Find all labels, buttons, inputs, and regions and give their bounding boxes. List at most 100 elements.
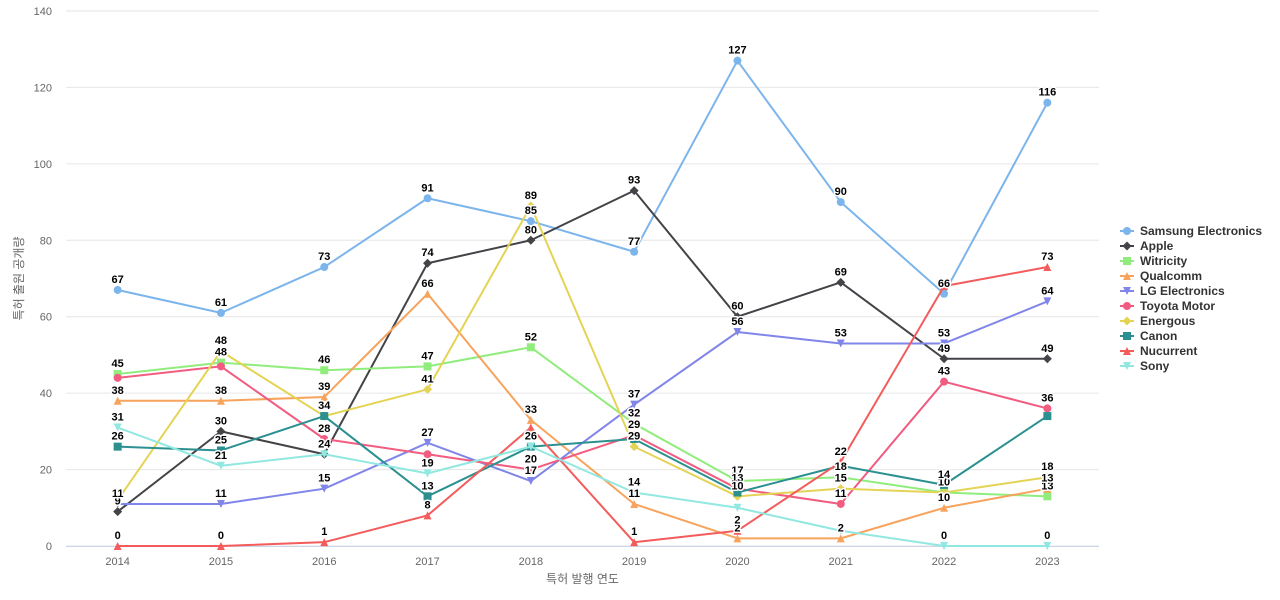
legend-item[interactable]: Qualcomm — [1120, 269, 1202, 283]
data-point — [940, 542, 949, 550]
x-tick-label: 2019 — [622, 556, 646, 568]
y-tick-label: 140 — [34, 6, 52, 18]
legend-item[interactable]: Samsung Electronics — [1120, 224, 1262, 238]
legend-item[interactable]: Canon — [1120, 329, 1177, 343]
data-point — [113, 442, 122, 451]
data-label: 26 — [112, 431, 124, 443]
data-point — [836, 534, 845, 543]
data-point — [630, 247, 639, 256]
data-label: 9 — [115, 496, 121, 508]
legend-symbol — [1122, 241, 1132, 251]
series-lines — [113, 56, 1052, 550]
data-point — [940, 480, 949, 489]
data-point — [113, 396, 122, 405]
data-point — [216, 396, 225, 405]
x-tick-label: 2015 — [209, 556, 233, 568]
data-point — [423, 492, 432, 501]
data-point — [320, 435, 329, 443]
data-point — [836, 277, 846, 287]
x-tick-label: 2016 — [312, 556, 336, 568]
data-point — [423, 362, 432, 371]
y-tick-label: 40 — [40, 388, 52, 400]
legend-label: Toyota Motor — [1140, 299, 1215, 313]
data-point — [630, 435, 639, 443]
data-label: 0 — [218, 530, 224, 542]
series-qualcomm — [113, 289, 1052, 543]
series-line — [117, 292, 1048, 540]
data-point — [216, 542, 225, 550]
data-point — [733, 526, 742, 535]
data-label: 48 — [215, 335, 227, 347]
legend-symbol — [1123, 257, 1131, 265]
data-label: 25 — [215, 434, 227, 446]
legend-item[interactable]: Toyota Motor — [1120, 299, 1215, 313]
data-label: 26 — [525, 431, 537, 443]
data-label: 39 — [318, 381, 330, 393]
data-point — [1043, 542, 1052, 550]
legend-label: Nucurrent — [1140, 344, 1197, 358]
data-label: 22 — [835, 446, 847, 458]
legend-item[interactable]: LG Electronics — [1120, 284, 1225, 298]
y-tick-label: 0 — [46, 541, 52, 553]
data-label: 43 — [938, 366, 950, 378]
data-label: 10 — [938, 477, 950, 489]
data-label: 116 — [1038, 87, 1056, 99]
data-point — [836, 473, 845, 482]
data-label: 2 — [838, 522, 844, 534]
data-label: 67 — [112, 274, 124, 286]
data-label: 93 — [628, 175, 640, 187]
legend-label: Sony — [1140, 359, 1170, 373]
data-label: 24 — [318, 438, 331, 450]
data-label: 17 — [731, 465, 743, 477]
legend-item[interactable]: Energous — [1120, 314, 1196, 328]
legend-item[interactable]: Sony — [1120, 359, 1170, 373]
data-label: 47 — [421, 350, 433, 362]
legend-item[interactable]: Witricity — [1120, 254, 1188, 268]
data-label: 36 — [1041, 392, 1053, 404]
legend-item[interactable]: Nucurrent — [1120, 344, 1197, 358]
y-tick-label: 60 — [40, 312, 52, 324]
data-label: 45 — [112, 358, 124, 370]
data-point — [216, 461, 225, 470]
legend-symbol — [1123, 302, 1131, 310]
data-point — [630, 488, 639, 497]
data-label: 66 — [421, 278, 433, 290]
data-label: 1 — [631, 526, 637, 538]
data-label: 74 — [421, 247, 434, 259]
data-label: 13 — [731, 473, 743, 485]
data-label: 80 — [525, 224, 537, 236]
legend-item[interactable]: Apple — [1120, 239, 1174, 253]
legend-label: Qualcomm — [1140, 269, 1202, 283]
x-axis: 2014 2015 2016 2017 2018 2019 2020 2021 2022 2023 — [66, 546, 1099, 568]
data-point — [526, 415, 535, 424]
data-point — [1042, 472, 1052, 482]
data-label: 53 — [938, 327, 950, 339]
data-point — [216, 362, 225, 371]
legend-symbol — [1123, 287, 1131, 295]
legend-symbol — [1123, 332, 1131, 340]
series-sony — [113, 423, 1052, 550]
data-label: 21 — [215, 450, 227, 462]
data-label: 66 — [938, 278, 950, 290]
data-label: 85 — [525, 205, 537, 217]
data-point — [940, 282, 949, 291]
data-label: 52 — [525, 331, 537, 343]
series-line — [117, 189, 1048, 513]
data-label: 37 — [628, 389, 640, 401]
legend-label: Apple — [1140, 239, 1174, 253]
x-tick-label: 2017 — [415, 556, 439, 568]
data-label: 10 — [731, 480, 743, 492]
data-point — [1043, 412, 1052, 421]
data-label: 11 — [215, 488, 227, 500]
data-label: 18 — [1041, 461, 1053, 473]
data-point — [629, 442, 639, 452]
data-point — [423, 384, 433, 394]
data-point — [733, 477, 742, 486]
data-point — [113, 285, 122, 294]
data-point — [1042, 354, 1052, 364]
series-line — [116, 204, 1048, 501]
data-point — [836, 457, 845, 466]
legend-symbol — [1123, 347, 1131, 355]
data-label: 73 — [318, 251, 330, 263]
data-point — [526, 477, 535, 486]
